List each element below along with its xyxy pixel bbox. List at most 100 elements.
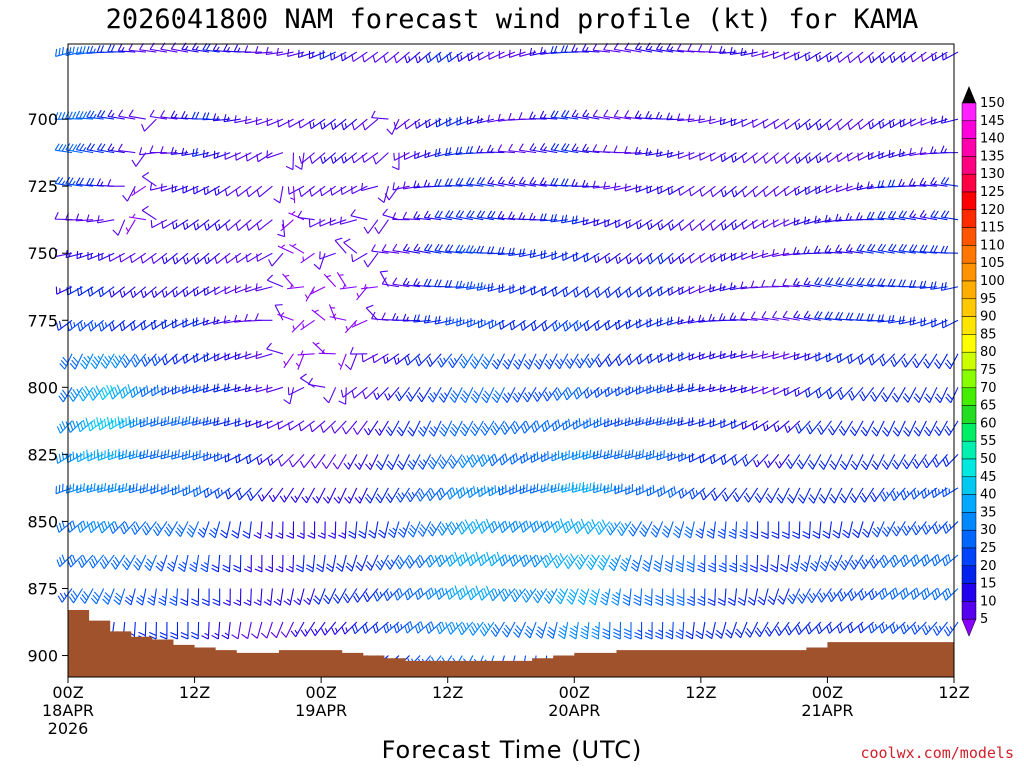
wind-barb xyxy=(287,185,305,195)
wind-barb xyxy=(65,176,83,187)
wind-barb xyxy=(646,286,663,298)
colorbar-swatch xyxy=(961,102,977,122)
wind-barb xyxy=(645,147,663,156)
wind-barb xyxy=(396,454,411,471)
wind-barb xyxy=(770,554,780,573)
wind-barb xyxy=(191,622,200,640)
wind-barb xyxy=(201,588,210,606)
wind-barb xyxy=(374,420,389,436)
wind-barb xyxy=(128,483,146,494)
wind-barb xyxy=(749,554,759,573)
wind-barb xyxy=(97,252,115,262)
wind-barb xyxy=(87,251,104,261)
wind-barb xyxy=(942,553,959,567)
wind-barb xyxy=(842,521,854,539)
wind-barb xyxy=(234,351,252,361)
wind-barb xyxy=(372,152,389,165)
wind-barb xyxy=(351,51,368,62)
wind-barb xyxy=(225,487,242,500)
wind-barb xyxy=(129,385,147,399)
wind-barb xyxy=(396,420,411,437)
wind-barb xyxy=(804,185,822,196)
wind-barb xyxy=(498,283,516,293)
x-axis-label: Forecast Time (UTC) xyxy=(382,736,643,764)
wind-barb xyxy=(98,319,115,332)
x-tick-label: 00Z xyxy=(812,683,843,702)
wind-barb xyxy=(102,588,115,605)
colorbar-swatch xyxy=(961,547,977,567)
colorbar-swatch xyxy=(961,280,977,300)
wind-barb xyxy=(604,319,621,331)
wind-barb xyxy=(697,588,706,606)
wind-barb xyxy=(298,152,315,164)
wind-barb xyxy=(150,483,168,495)
wind-barb xyxy=(803,216,822,225)
wind-barb xyxy=(90,353,105,370)
wind-barb xyxy=(318,349,336,355)
wind-barb xyxy=(110,353,126,369)
wind-barb xyxy=(688,185,706,197)
wind-barb xyxy=(737,588,748,606)
wind-barb xyxy=(824,311,843,321)
wind-barb xyxy=(414,118,431,129)
wind-barb xyxy=(467,486,484,499)
wind-barb xyxy=(615,286,632,299)
wind-barb xyxy=(181,415,199,426)
wind-barb xyxy=(57,588,73,603)
wind-barb xyxy=(731,152,748,163)
colorbar-swatch xyxy=(961,494,977,513)
wind-barb xyxy=(940,145,959,154)
wind-barb xyxy=(571,143,589,154)
wind-barb xyxy=(466,177,484,187)
wind-barb xyxy=(741,152,758,164)
wind-barb xyxy=(898,178,916,187)
wind-barb xyxy=(110,554,126,570)
wind-barb xyxy=(457,519,474,535)
y-tick-label: 700 xyxy=(27,110,58,129)
wind-barb xyxy=(889,51,906,64)
wind-barb xyxy=(255,350,273,360)
wind-barb xyxy=(594,286,611,299)
y-tick-label: 775 xyxy=(27,311,58,330)
wind-barb xyxy=(847,51,864,64)
wind-barb xyxy=(636,353,653,365)
wind-barb xyxy=(922,521,938,535)
wind-barb xyxy=(177,554,189,573)
wind-barb xyxy=(719,384,737,393)
wind-barb xyxy=(881,521,896,537)
colorbar-swatch xyxy=(961,387,977,406)
wind-barb xyxy=(233,588,242,606)
wind-barb xyxy=(762,152,780,164)
colorbar-swatch xyxy=(961,423,977,442)
wind-barb xyxy=(99,554,115,570)
wind-barb xyxy=(761,311,779,321)
wind-barb xyxy=(182,286,199,298)
wind-barb xyxy=(677,383,695,393)
wind-barb xyxy=(211,554,221,573)
wind-barb xyxy=(459,353,474,369)
wind-barb xyxy=(604,286,621,299)
wind-barb xyxy=(233,44,252,53)
wind-barb xyxy=(630,554,643,572)
wind-barb xyxy=(182,384,199,395)
wind-barb xyxy=(417,521,432,537)
wind-barb xyxy=(509,554,526,567)
wind-barb xyxy=(161,286,178,298)
wind-barb xyxy=(309,152,326,164)
wind-barb xyxy=(761,350,779,359)
wind-barb xyxy=(824,277,843,288)
wind-barb xyxy=(541,520,558,533)
wind-barb xyxy=(88,520,105,534)
wind-barb xyxy=(392,212,410,221)
wind-barb xyxy=(625,484,642,495)
wind-barb xyxy=(645,416,663,426)
wind-barb xyxy=(783,118,801,130)
wind-barb xyxy=(404,51,421,64)
wind-barb xyxy=(848,386,864,401)
wind-barb xyxy=(604,418,621,428)
wind-barb xyxy=(625,319,642,330)
wind-barb xyxy=(583,319,600,332)
wind-barb xyxy=(920,117,938,126)
wind-barb xyxy=(214,252,231,265)
wind-barb xyxy=(583,417,600,429)
